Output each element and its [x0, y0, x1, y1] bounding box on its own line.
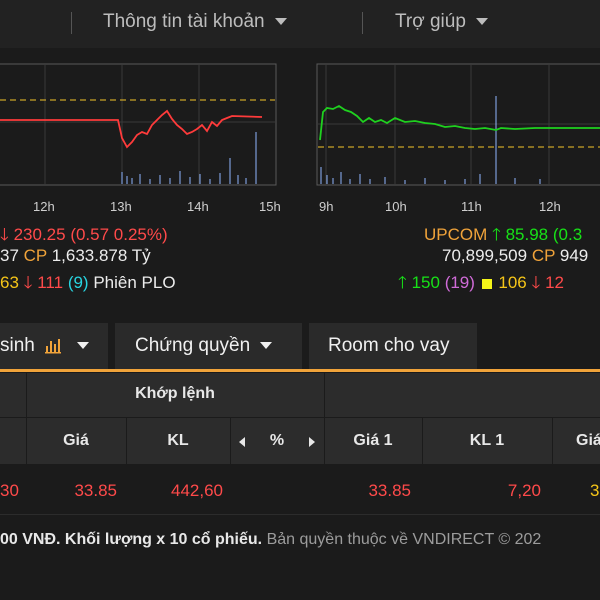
column-divider [126, 418, 127, 464]
index-left-volume: 37 [0, 246, 19, 265]
x-tick-label: 15h [259, 199, 281, 214]
column-header-bid-price-1[interactable]: Giá 1 [353, 432, 393, 449]
index-right-cp-label: CP [531, 246, 556, 265]
chart-grid [0, 65, 275, 184]
cell-price: 33.85 [74, 481, 117, 500]
chart-frame [316, 63, 600, 186]
arrow-down-icon: 🡓 [23, 273, 33, 292]
tab-margin-room[interactable]: Room cho vay [309, 323, 477, 369]
group-header-matched: Khớp lệnh [135, 385, 215, 402]
nav-help-label: Trợ giúp [395, 11, 466, 32]
column-divider [324, 373, 325, 417]
column-header-bid-volume-1[interactable]: KL 1 [469, 432, 505, 449]
x-tick-label: 12h [539, 199, 561, 214]
chart-frame [0, 63, 277, 186]
arrow-up-icon: 🡑 [398, 273, 407, 292]
index-right-value: 85.98 [505, 225, 549, 244]
arrow-left-icon[interactable] [239, 437, 245, 447]
caret-down-icon [77, 342, 90, 350]
tab-label: Chứng quyền [135, 335, 251, 356]
index-price-line [0, 109, 263, 149]
index-right-breadth-line: 🡑 150 (19) 106 🡓 12 [398, 270, 564, 299]
index-right-change: (0.3 [552, 225, 583, 244]
column-divider [552, 418, 553, 464]
arrow-right-icon[interactable] [309, 437, 315, 447]
volume-bars [320, 96, 541, 184]
column-header-percent[interactable]: % [269, 432, 285, 449]
index-right-volume-line: 70,899,509 CP 949 [442, 246, 588, 266]
volume-bars [121, 132, 257, 184]
footer-copyright: Bản quyền thuộc về VNDIRECT © 202 [266, 531, 542, 548]
x-tick-label: 9h [319, 199, 334, 214]
x-tick-label: 12h [33, 199, 55, 214]
chart-grid [318, 65, 600, 184]
index-left-breadth-line: 63 🡓 111 (9) Phiên PLO [0, 270, 176, 299]
index-left-cp-value: 1,633.878 Tỷ [51, 246, 151, 265]
bar-chart-icon [45, 338, 62, 354]
arrow-down-icon: 🡓 [531, 273, 541, 292]
index-right-ceiling-count: (19) [444, 273, 475, 292]
square-icon [481, 278, 492, 289]
table-column-header-row: Giá KL % Giá 1 KL 1 Giá [0, 418, 600, 464]
index-left-session: Phiên PLO [93, 273, 176, 292]
nav-separator [362, 12, 363, 34]
arrow-up-icon: 🡑 [492, 225, 501, 244]
cell-volume: 442,60 [171, 481, 223, 500]
index-right-up-count: 150 [411, 273, 440, 292]
column-divider [324, 418, 325, 464]
index-left-ref-count: 63 [0, 273, 19, 292]
cell-left-cut: 30 [0, 481, 19, 500]
footer-unit-note: 00 VNĐ. Khối lượng x 10 cổ phiếu. [0, 531, 263, 548]
table-row[interactable]: 30 33.85 442,60 33.85 7,20 3 [0, 466, 600, 514]
table-group-header-row: Khớp lệnh [0, 373, 600, 417]
cell-bid-volume-1: 7,20 [507, 481, 541, 500]
column-header-price[interactable]: Giá [63, 432, 89, 449]
nav-separator [71, 12, 72, 34]
index-left-down-count: 111 [37, 273, 64, 292]
row-divider [0, 514, 600, 515]
index-right-ref-count: 106 [498, 273, 527, 292]
x-tick-label: 11h [461, 199, 482, 214]
index-chart-left [0, 63, 277, 186]
cell-right-cut: 3 [590, 481, 600, 500]
tab-covered-warrants[interactable]: Chứng quyền [115, 323, 302, 369]
column-divider [422, 418, 423, 464]
caret-down-icon [475, 18, 488, 26]
index-left-cp-label: CP [23, 246, 47, 265]
caret-down-icon [260, 342, 273, 350]
index-right-name: UPCOM [424, 225, 488, 244]
nav-account-label: Thông tin tài khoản [103, 11, 265, 32]
column-divider [230, 418, 231, 464]
column-divider [26, 418, 27, 464]
index-left-value: 230.25 [13, 225, 66, 244]
tab-derivatives[interactable]: sinh [0, 323, 108, 369]
nav-help[interactable]: Trợ giúp [395, 11, 488, 33]
index-right-down-count: 12 [545, 273, 564, 292]
index-right-volume: 70,899,509 [442, 246, 528, 265]
x-tick-label: 14h [187, 199, 209, 214]
tab-label: sinh [0, 335, 35, 356]
x-tick-label: 10h [385, 199, 407, 214]
tab-active-underline [0, 369, 600, 372]
caret-down-icon [274, 18, 287, 26]
index-left-floor-count: (9) [67, 273, 89, 292]
index-right-cp-value: 949 [559, 246, 589, 265]
top-navigation-bar: Thông tin tài khoản Trợ giúp [0, 0, 600, 48]
footer-note: 00 VNĐ. Khối lượng x 10 cổ phiếu. Bản qu… [0, 531, 541, 549]
index-right-change-line: UPCOM 🡑 85.98 (0.3 [424, 222, 582, 251]
column-header-volume[interactable]: KL [167, 432, 189, 449]
arrow-down-icon: 🡓 [0, 225, 9, 244]
nav-account-info[interactable]: Thông tin tài khoản [103, 11, 287, 33]
index-chart-right [316, 63, 600, 186]
column-divider [26, 373, 27, 417]
column-header-price-cut[interactable]: Giá [576, 432, 600, 449]
index-left-change-line: 🡓 230.25 (0.57 0.25%) [0, 222, 168, 251]
index-left-change: (0.57 0.25%) [70, 225, 168, 244]
cell-bid-price-1: 33.85 [368, 481, 411, 500]
index-left-volume-line: 37 CP 1,633.878 Tỷ [0, 246, 151, 266]
tab-label: Room cho vay [328, 335, 450, 356]
index-price-line [319, 104, 600, 141]
x-tick-label: 13h [110, 199, 132, 214]
